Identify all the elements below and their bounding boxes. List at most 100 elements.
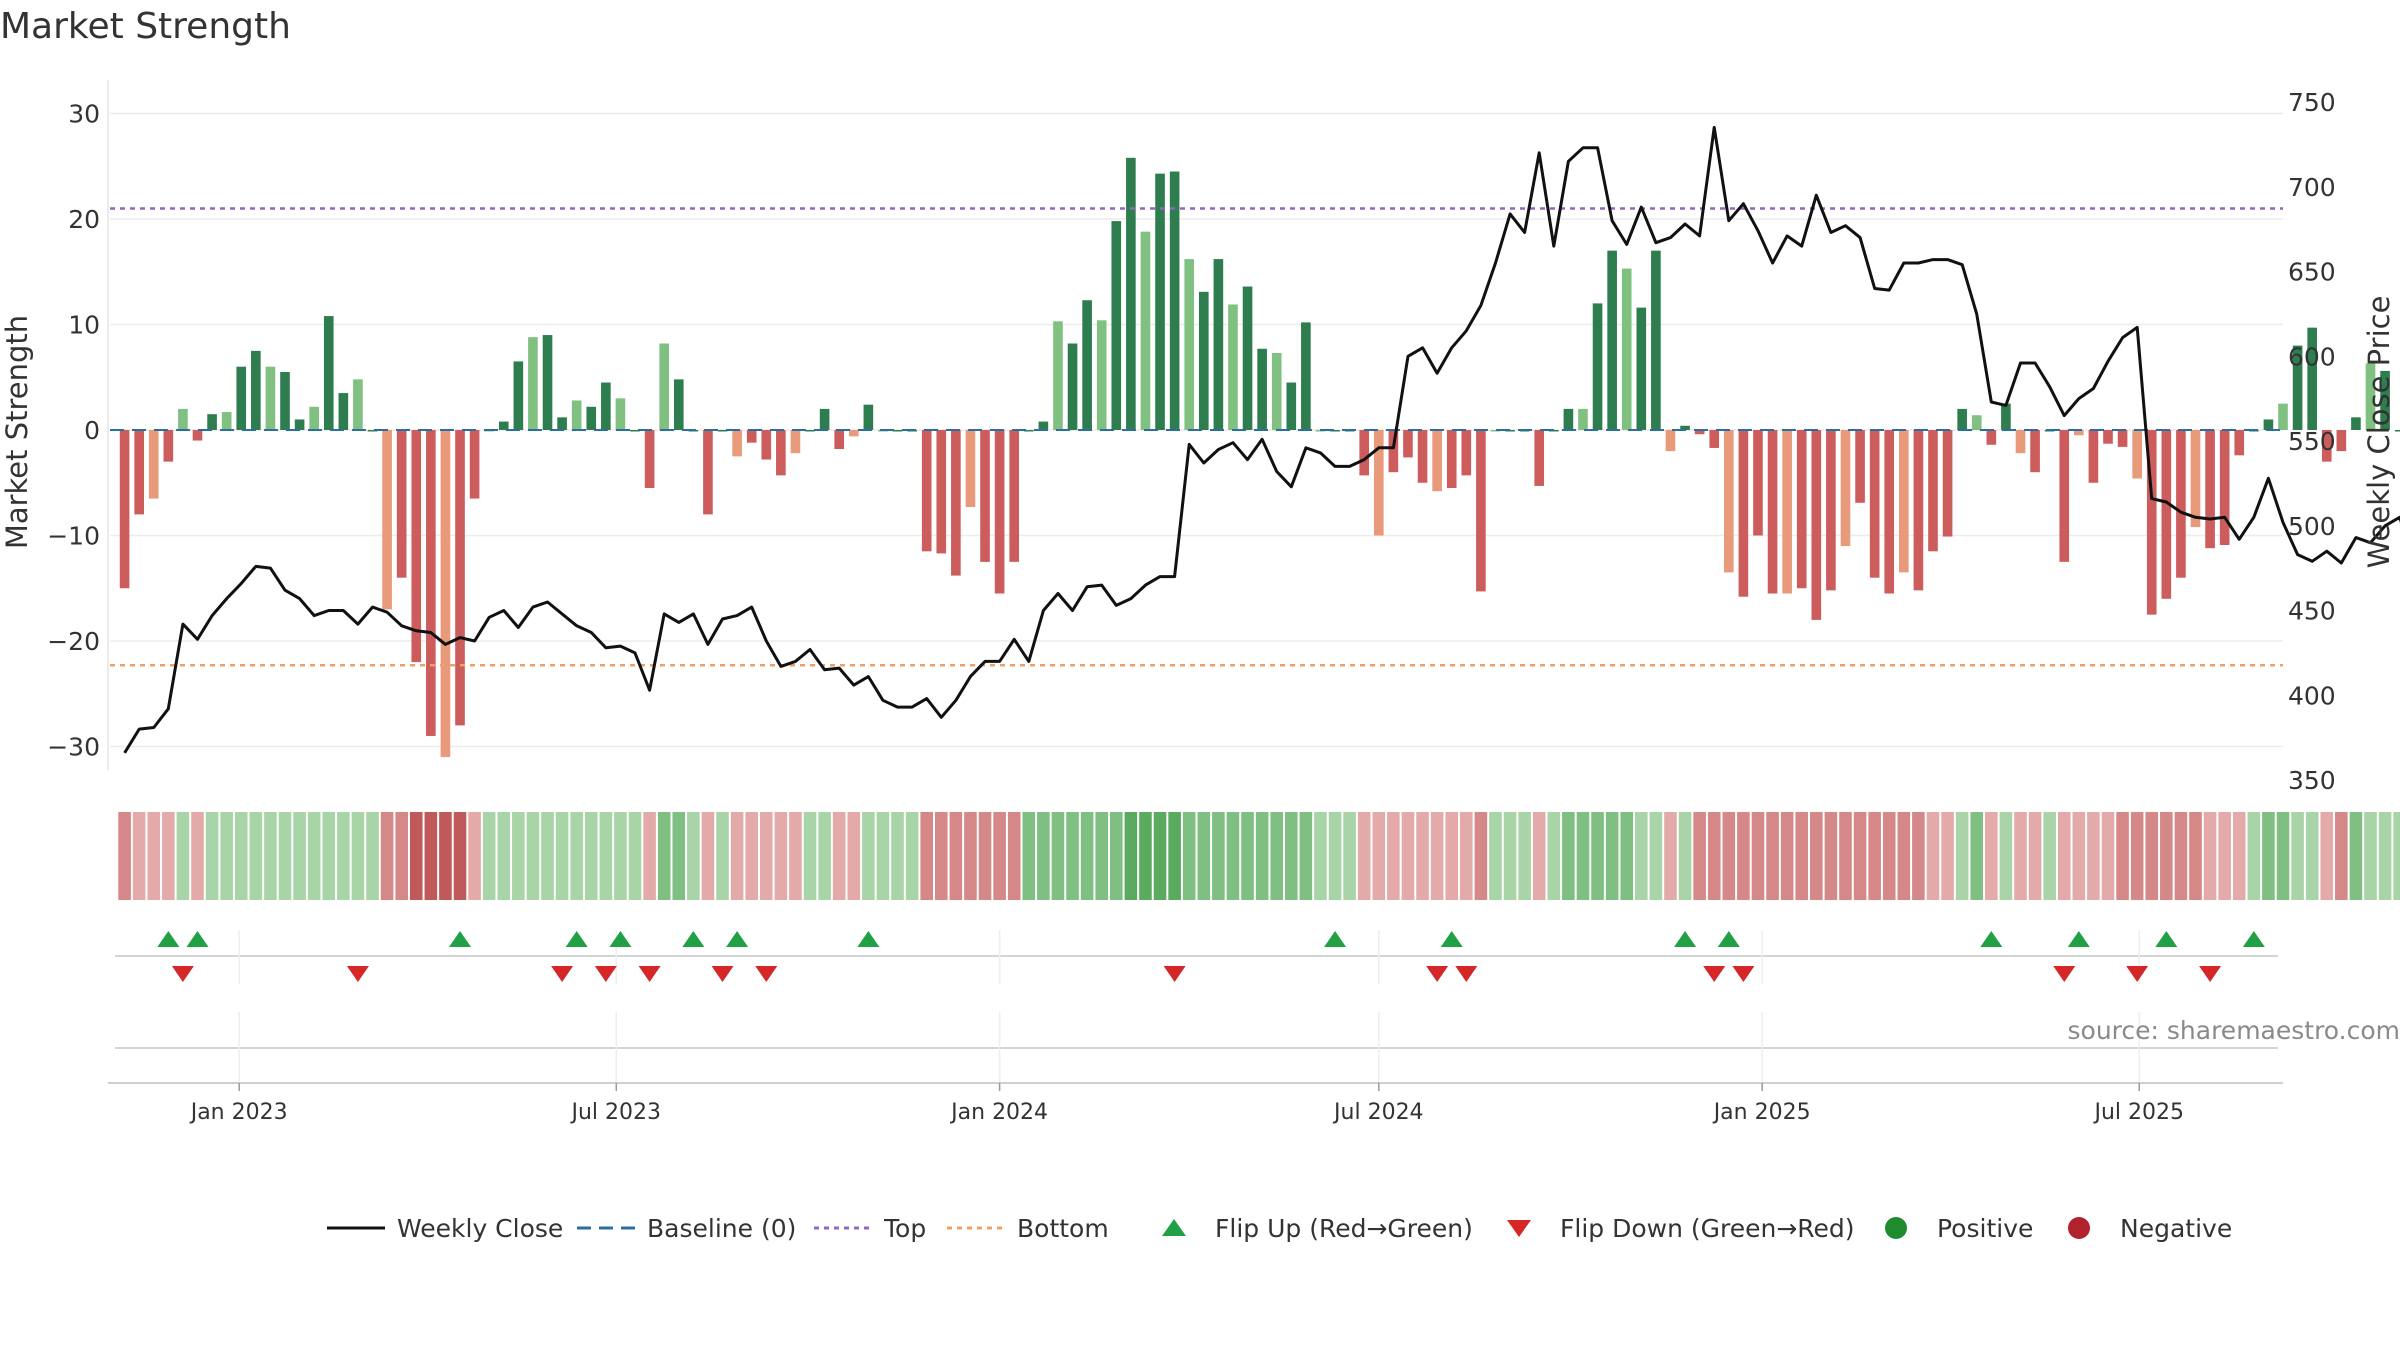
strength-bar (644, 430, 655, 489)
flip-down-marker (171, 966, 194, 982)
regime-cell (832, 812, 846, 900)
strength-bar (163, 430, 174, 462)
strength-bar (1505, 430, 1515, 432)
strength-bar (207, 414, 217, 430)
strength-bar (1957, 408, 1967, 430)
strength-bar (717, 430, 728, 432)
strength-bar (1038, 421, 1049, 430)
regime-cell (1445, 812, 1459, 900)
strength-bar (921, 430, 932, 552)
regime-cell (351, 812, 365, 900)
regime-cell (584, 812, 598, 900)
regime-cell (1985, 812, 1998, 900)
strength-bar (426, 430, 436, 736)
regime-cell (2335, 812, 2348, 900)
y-right-axis-label: Weekly Close Price (2362, 296, 2396, 569)
flip-up-marker (726, 931, 749, 947)
legend-item: Flip Down (Green→Red) (1488, 1206, 1855, 1250)
y-left-tick-label: −20 (47, 627, 100, 656)
y-right-tick-label: 500 (2288, 512, 2336, 541)
regime-cell (526, 812, 540, 900)
strength-bar (819, 408, 830, 430)
flip-down-marker (1455, 966, 1478, 982)
flip-down-marker (638, 966, 661, 982)
regime-cell (1037, 812, 1050, 900)
y-left-tick-label: 0 (84, 416, 100, 445)
regime-cell (1970, 812, 1984, 900)
regime-cell (1912, 812, 1925, 900)
strength-bar (1476, 430, 1486, 592)
flip-down-marker (2199, 966, 2222, 982)
strength-bar (280, 371, 290, 430)
strength-bar (396, 430, 407, 578)
flip-up-marker (1980, 931, 2003, 947)
regime-cell (1518, 812, 1531, 900)
regime-cell (512, 812, 525, 900)
strength-bar (265, 366, 276, 430)
legend-triangle-down-icon (1507, 1220, 1531, 1237)
market-strength-chart: −30 −20 −10 0 10 20 30 350 400 450 500 550 600 650 700… (0, 80, 2400, 1125)
x-tick-label: Jul 2023 (570, 1100, 662, 1125)
strength-bar (251, 350, 261, 430)
legend-item: Negative (2048, 1206, 2232, 1250)
regime-cell (1707, 812, 1721, 900)
regime-cell (1503, 812, 1517, 900)
regime-cell (1007, 812, 1021, 900)
regime-cell (774, 812, 788, 900)
regime-cell (2276, 812, 2290, 900)
flip-down-marker (2053, 966, 2076, 982)
regime-cell (1124, 812, 1138, 900)
y-right-tick-label: 450 (2288, 597, 2336, 626)
regime-cell (1795, 812, 1809, 900)
regime-cell (1139, 812, 1152, 900)
regime-cell (964, 812, 977, 900)
strength-bar (2394, 430, 2400, 432)
regime-cell (191, 812, 204, 900)
regime-cell (2262, 812, 2275, 900)
strength-bar (498, 421, 509, 430)
legend-label: Flip Down (Green→Red) (1560, 1213, 1855, 1243)
flip-up-marker (565, 931, 588, 947)
regime-cell (687, 812, 700, 900)
regime-cell (2145, 812, 2159, 900)
strength-bar (1694, 430, 1705, 435)
x-tick-label: Jan 2023 (189, 1100, 288, 1125)
regime-cell (1197, 812, 1211, 900)
strength-bar (1782, 430, 1792, 594)
strength-bar (2321, 430, 2332, 462)
regime-cell (1416, 812, 1429, 900)
regime-cell (1182, 812, 1196, 900)
strength-bar (294, 419, 305, 430)
regime-cell (1635, 812, 1648, 900)
regime-cell (1941, 812, 1954, 900)
strength-bar (1388, 430, 1399, 473)
regime-cell (2087, 812, 2100, 900)
strength-bar (1359, 430, 1370, 476)
strength-bar (542, 335, 553, 430)
regime-cell (337, 812, 350, 900)
regime-cell (453, 812, 467, 900)
legend-symbol (812, 1213, 874, 1243)
regime-cell (876, 812, 890, 900)
x-tick-label: Jan 2024 (949, 1100, 1048, 1125)
regime-cell (789, 812, 802, 900)
strength-bar (528, 337, 538, 430)
strength-bar (1942, 430, 1953, 537)
strength-bar (192, 430, 203, 441)
regime-cell (1051, 812, 1065, 900)
regime-cell (249, 812, 263, 900)
regime-cell (1270, 812, 1284, 900)
strength-bar (673, 379, 684, 430)
regime-cell (1853, 812, 1867, 900)
strength-bar (732, 430, 742, 457)
regime-cell (1868, 812, 1881, 900)
regime-cell (2349, 812, 2363, 900)
regime-cell (2218, 812, 2231, 900)
source-label: source: sharemaestro.com (2067, 1016, 2400, 1045)
strength-bar (1855, 430, 1865, 503)
strength-bar (951, 430, 961, 576)
regime-cell (2291, 812, 2304, 900)
regime-cell (1562, 812, 1575, 900)
strength-bar (746, 430, 757, 443)
strength-bar (2278, 403, 2288, 430)
